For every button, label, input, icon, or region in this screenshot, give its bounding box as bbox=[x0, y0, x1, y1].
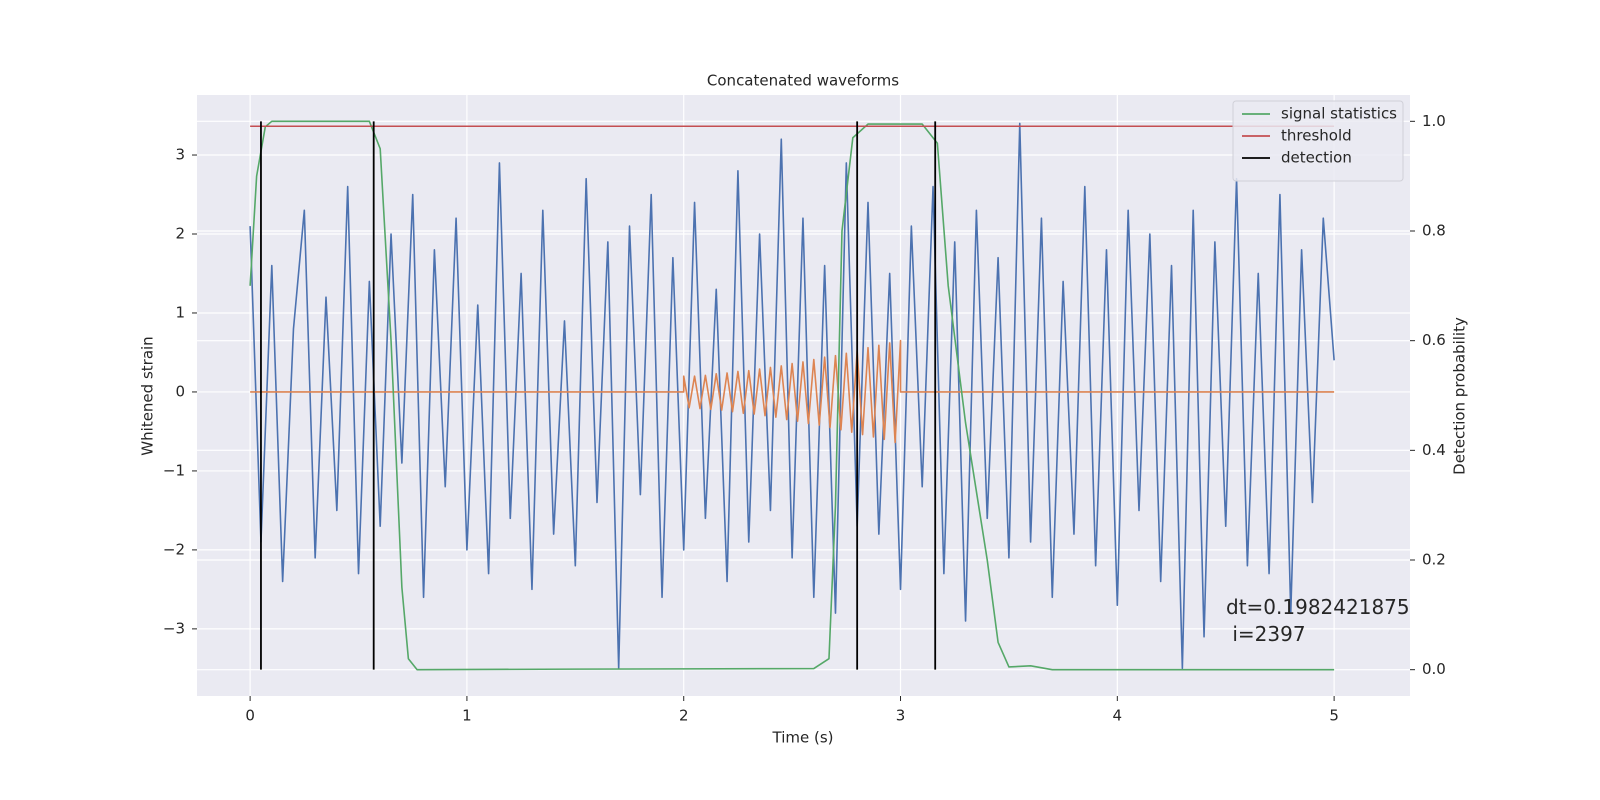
x-tick-label: 1 bbox=[462, 707, 472, 725]
y2-tick-label: 0.2 bbox=[1422, 551, 1446, 569]
x-axis-label: Time (s) bbox=[772, 729, 834, 747]
legend-box bbox=[1232, 100, 1404, 182]
y-tick-label: −1 bbox=[163, 461, 185, 479]
y-tick-label: −3 bbox=[163, 619, 185, 637]
series-line bbox=[250, 339, 1335, 444]
annotation: dt=0.1982421875 i=2397 bbox=[1226, 595, 1410, 646]
chart-title: Concatenated waveforms bbox=[707, 72, 899, 90]
y-tick-label: 2 bbox=[175, 224, 185, 242]
y-tick-label: 0 bbox=[175, 382, 185, 400]
y-tick-label: 3 bbox=[175, 146, 185, 164]
x-tick-label: 2 bbox=[679, 707, 689, 725]
x-tick-label: 0 bbox=[245, 707, 255, 725]
y2-tick-label: 0.4 bbox=[1422, 441, 1446, 459]
y-axis-label: Whitened strain bbox=[139, 336, 157, 455]
legend-label: detection bbox=[1281, 149, 1352, 167]
y2-tick-label: 0.6 bbox=[1422, 331, 1446, 349]
annotation-line: dt=0.1982421875 bbox=[1226, 595, 1410, 619]
annotation-line: i=2397 bbox=[1226, 622, 1306, 646]
y2-tick-label: 0.0 bbox=[1422, 660, 1446, 678]
x-tick-label: 4 bbox=[1113, 707, 1123, 725]
y2-tick-label: 1.0 bbox=[1422, 112, 1446, 130]
y-tick-label: −2 bbox=[163, 540, 185, 558]
legend-label: threshold bbox=[1281, 127, 1352, 145]
x-tick-label: 3 bbox=[896, 707, 906, 725]
y-tick-label: 1 bbox=[175, 303, 185, 321]
x-tick-label: 5 bbox=[1329, 707, 1339, 725]
legend-label: signal statistics bbox=[1281, 105, 1397, 123]
series-line bbox=[249, 122, 1335, 670]
legend: signal statistics threshold detection bbox=[1232, 100, 1404, 182]
y2-tick-label: 0.8 bbox=[1422, 221, 1446, 239]
y2-axis-label: Detection probability bbox=[1451, 317, 1469, 475]
